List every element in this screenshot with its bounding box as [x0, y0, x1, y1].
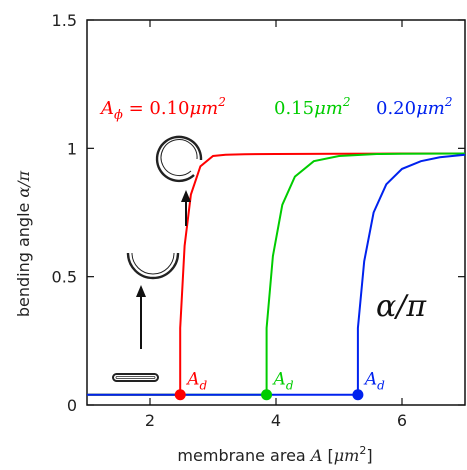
series-line-1 — [87, 152, 466, 396]
y-tick-label: 0.5 — [52, 268, 77, 287]
y-tick-label: 1 — [67, 139, 77, 158]
x-tick-label: 4 — [271, 411, 281, 430]
series-label-1: 0.15μm2 — [274, 95, 351, 119]
marker-label-0: Ad — [185, 370, 207, 393]
flat-vesicle-inner — [115, 376, 156, 379]
series-line-2 — [87, 153, 466, 396]
y-axis-label: bending angle α/π — [14, 170, 33, 317]
marker-point-0 — [174, 389, 186, 401]
series-labels: Aϕ = 0.10μm2 0.15μm2 0.20μm2 — [99, 95, 453, 123]
transition-markers: Ad Ad Ad — [174, 370, 385, 401]
inline-alpha-label: α/π — [376, 289, 427, 324]
arrow-head-icon-2 — [181, 190, 191, 202]
flat-vesicle-icon — [112, 373, 159, 382]
axis-ticks: 2 4 6 0 0.5 1 1.5 — [52, 11, 465, 430]
closed-vesicle-icon — [155, 135, 203, 183]
cup-vesicle-inner — [131, 252, 175, 275]
arrow-head-icon — [136, 285, 146, 297]
series-label-0: Aϕ = 0.10μm2 — [99, 95, 226, 123]
y-tick-label: 0 — [67, 396, 77, 415]
series-lines — [87, 152, 466, 396]
closed-vesicle-inner — [160, 139, 198, 177]
marker-point-1 — [261, 389, 273, 401]
x-tick-label: 2 — [145, 411, 155, 430]
cup-vesicle-icon — [126, 252, 180, 280]
x-axis-label: membrane area A [μm2] — [177, 444, 372, 465]
marker-point-2 — [352, 389, 364, 401]
vesicle-shapes — [112, 135, 203, 382]
y-tick-label: 1.5 — [52, 11, 77, 30]
marker-label-1: Ad — [272, 370, 294, 393]
plot-frame — [86, 19, 466, 406]
series-label-2: 0.20μm2 — [376, 95, 453, 119]
series-line-0 — [87, 152, 465, 396]
plot-border — [86, 19, 466, 406]
marker-label-2: Ad — [363, 370, 385, 393]
x-tick-label: 6 — [397, 411, 407, 430]
